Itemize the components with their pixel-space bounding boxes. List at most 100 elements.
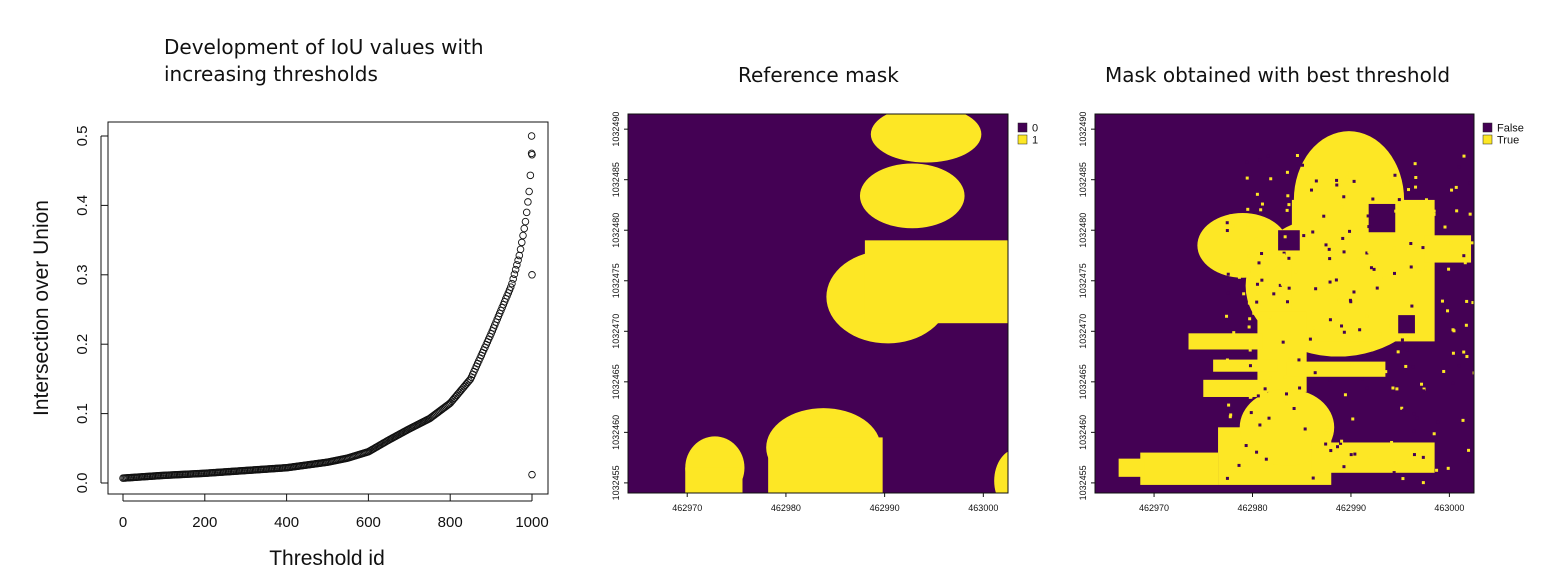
pred-mask-speckle: [1440, 299, 1444, 303]
pred-mask-speckle: [1263, 387, 1267, 391]
pred-mask-speckle: [1358, 328, 1362, 332]
pred-mask-speckle: [1402, 408, 1406, 412]
pred-mask-speckle: [1365, 386, 1369, 390]
pred-mask-speckle: [1278, 283, 1282, 287]
pred-mask-speckle: [1314, 179, 1318, 183]
pred-mask-region: [1203, 379, 1268, 397]
pred-mask-speckle: [1287, 233, 1291, 237]
pred-mask-speckle: [1407, 188, 1411, 192]
pred-mask-speckle: [1313, 371, 1317, 375]
scatter-point: [510, 270, 519, 279]
y-tick-label: 0.2: [74, 334, 91, 355]
pred-mask-speckle: [1314, 287, 1318, 291]
pred-mask-speckle: [1466, 417, 1470, 421]
pred-mask-speckle: [1464, 323, 1468, 327]
pred-mask-speckle: [1472, 371, 1474, 375]
ref-mask-x-tick-label: 462990: [870, 503, 900, 513]
pred-mask-speckle: [1463, 261, 1467, 265]
pred-mask-speckle: [1382, 276, 1386, 280]
pred-mask-speckle: [1281, 340, 1285, 344]
pred-mask-legend-label: False: [1497, 123, 1524, 135]
pred-mask-speckle: [1269, 177, 1273, 181]
pred-mask-speckle: [1380, 237, 1384, 241]
ref-mask-legend-label: 1: [1032, 135, 1038, 147]
ref-mask-region: [768, 437, 883, 493]
scatter-point: [519, 231, 527, 240]
pred-mask-speckle: [1244, 459, 1248, 463]
x-tick-label: 600: [356, 514, 381, 531]
pred-mask-speckle: [1390, 440, 1394, 444]
pred-mask-region: [1311, 442, 1435, 473]
scatter-point: [521, 217, 530, 226]
ref-mask-region: [864, 240, 1008, 324]
pred-mask-y-tick-label: 1032460: [1078, 415, 1088, 450]
pred-mask-x-tick-label: 462970: [1139, 503, 1169, 513]
pred-mask-speckle: [1303, 427, 1307, 431]
pred-mask-speckle: [1451, 351, 1455, 355]
ref-mask-regions: [685, 114, 1008, 493]
pred-mask-speckle: [1475, 159, 1478, 162]
pred-mask-speckle: [1285, 392, 1289, 396]
pred-mask-region: [1118, 458, 1145, 477]
pred-mask-speckle: [1394, 209, 1398, 213]
pred-mask-legend-swatch: [1482, 134, 1493, 145]
pred-mask-speckle: [1267, 416, 1271, 420]
pred-mask-region: [1213, 359, 1278, 372]
pred-mask-speckle: [1410, 328, 1414, 332]
pred-mask-speckle: [1225, 314, 1229, 318]
y-tick-label: 0.5: [74, 126, 91, 147]
pred-mask-speckle: [1392, 246, 1396, 250]
pred-mask-speckle: [1472, 363, 1474, 367]
pred-mask-speckle: [1455, 209, 1459, 213]
pred-mask-speckle: [1365, 314, 1369, 318]
pred-mask-speckle: [1328, 318, 1332, 322]
scatter-point: [524, 198, 532, 206]
pred-mask-speckle: [1253, 262, 1257, 266]
iou-scatter-chart: 0 200 400 600 800 1000 0.0 0.1 0.2 0.3 0.4 0.5 Thres…: [30, 121, 549, 570]
pred-mask-speckle: [1280, 282, 1284, 286]
scatter-point: [520, 224, 528, 233]
pred-mask-speckle: [1324, 243, 1328, 247]
ref-mask-y-tick-label: 1032480: [611, 213, 621, 248]
pred-mask-speckle: [1451, 381, 1455, 385]
pred-mask-speckle: [1462, 350, 1466, 354]
pred-mask-speckle: [1470, 241, 1474, 245]
scatter-point: [516, 245, 525, 254]
pred-mask-speckle: [1394, 460, 1398, 464]
pred-mask-speckle: [1350, 362, 1354, 366]
pred-mask-speckle: [1258, 158, 1262, 162]
pred-mask-speckle: [1297, 358, 1301, 362]
pred-mask-speckle: [1324, 431, 1328, 435]
pred-mask-speckle: [1246, 207, 1250, 211]
pred-mask-speckle: [1415, 269, 1419, 273]
best-threshold-mask-title: Mask obtained with best threshold: [1105, 63, 1451, 87]
pred-mask-speckle: [1301, 163, 1305, 167]
scatter-point: [509, 275, 517, 283]
pred-mask-region: [1424, 235, 1472, 263]
pred-mask-speckle: [1325, 425, 1329, 429]
pred-mask-speckle: [1298, 386, 1302, 390]
pred-mask-speckle: [1248, 317, 1252, 321]
pred-mask-speckle: [1337, 183, 1341, 187]
pred-mask-speckle: [1443, 225, 1447, 229]
ref-mask-region: [685, 467, 743, 493]
pred-mask-speckle: [1247, 301, 1251, 305]
pred-mask-speckle: [1349, 300, 1353, 304]
scatter-point-outlier: [528, 150, 536, 159]
pred-mask-speckle: [1289, 358, 1293, 362]
pred-mask-speckle: [1259, 208, 1263, 212]
x-axis-label: Threshold id: [269, 547, 385, 570]
pred-mask-speckle: [1347, 339, 1351, 343]
pred-mask-speckle: [1237, 275, 1241, 279]
x-tick-label: 800: [438, 514, 463, 531]
pred-mask-speckle: [1287, 203, 1291, 207]
pred-mask-speckle: [1254, 256, 1258, 260]
pred-mask-speckle: [1228, 415, 1232, 419]
ref-mask-legend-swatch: [1017, 122, 1028, 133]
pred-mask-speckle: [1422, 387, 1426, 391]
pred-mask-speckle: [1421, 246, 1425, 250]
pred-mask-speckle: [1453, 192, 1457, 196]
ref-mask-frame: [627, 113, 1009, 494]
pred-mask-speckle: [1416, 316, 1420, 320]
pred-mask-speckle: [1345, 175, 1349, 179]
